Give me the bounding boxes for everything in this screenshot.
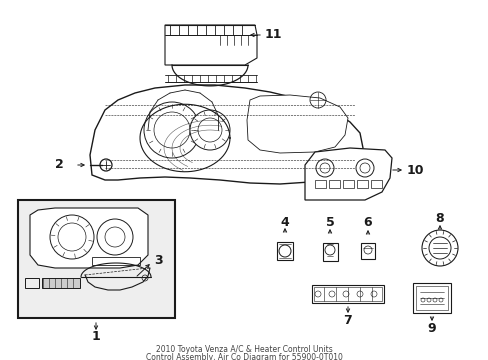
Circle shape: [50, 215, 94, 259]
Bar: [412, 283, 450, 313]
Bar: [360, 243, 374, 259]
Bar: [276, 242, 292, 260]
Polygon shape: [30, 208, 148, 268]
Text: 7: 7: [343, 314, 352, 327]
Text: 11: 11: [264, 28, 282, 41]
Polygon shape: [246, 95, 347, 153]
Bar: [25, 278, 39, 288]
Text: 4: 4: [280, 216, 289, 229]
Text: 6: 6: [363, 216, 371, 229]
Polygon shape: [90, 85, 362, 184]
Text: 3: 3: [154, 253, 163, 266]
Text: 2: 2: [55, 158, 63, 171]
Bar: [356, 180, 367, 188]
Text: 2010 Toyota Venza A/C & Heater Control Units: 2010 Toyota Venza A/C & Heater Control U…: [155, 346, 332, 355]
Bar: [92, 257, 140, 265]
Polygon shape: [164, 25, 257, 65]
Bar: [18, 200, 175, 318]
Circle shape: [190, 110, 229, 150]
Bar: [42, 278, 80, 288]
Circle shape: [97, 219, 133, 255]
Text: 5: 5: [325, 216, 334, 229]
Text: 8: 8: [435, 212, 444, 225]
Bar: [342, 180, 353, 188]
Circle shape: [143, 102, 200, 158]
Bar: [311, 285, 383, 303]
Bar: [415, 286, 447, 310]
Text: 1: 1: [91, 330, 100, 343]
Bar: [370, 180, 381, 188]
Bar: [314, 180, 325, 188]
Polygon shape: [305, 148, 391, 200]
Text: 10: 10: [406, 163, 424, 176]
Circle shape: [421, 230, 457, 266]
Bar: [323, 243, 337, 261]
Text: Control Assembly, Air Co Diagram for 55900-0T010: Control Assembly, Air Co Diagram for 559…: [145, 352, 342, 360]
Bar: [313, 287, 381, 301]
Bar: [328, 180, 339, 188]
Text: 9: 9: [427, 321, 435, 334]
